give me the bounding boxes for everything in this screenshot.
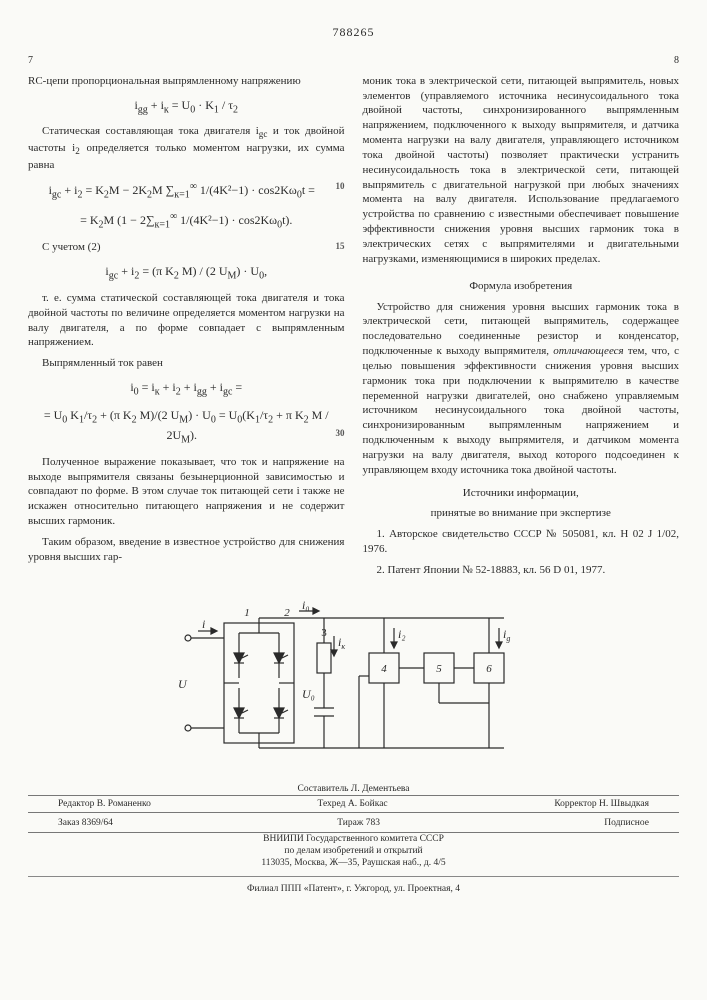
ref-1: 1. Авторское свидетельство СССР № 505081… [363, 527, 680, 557]
f4b-text: = U0 K1/τ2 + (π K2 M)/(2 UM) · U0 = U0(K… [44, 408, 329, 442]
lbl-1: 1 [244, 607, 250, 619]
p3-text: С учетом (2) [42, 241, 101, 253]
ref-2: 2. Патент Японии № 52-18883, кл. 56 D 01… [363, 563, 680, 578]
lbl-U: U [178, 677, 188, 691]
corrector: Корректор Н. Швыдкая [554, 798, 649, 810]
lbl-i0: i₀ [302, 598, 310, 612]
lbl-U0: U₀ [302, 687, 315, 701]
addr-1: 113035, Москва, Ж—35, Раушская наб., д. … [28, 857, 679, 869]
col-num-7: 7 [28, 54, 345, 68]
p-rc: RC-цепи пропорциональная выпрямленному н… [28, 74, 345, 89]
f2a-text: igc + i2 = K2M − 2K2M ∑к=1∞ 1/(4K²−1) · … [49, 183, 315, 197]
p-expr: Полученное выражение показывает, что ток… [28, 455, 345, 529]
patent-number: 788265 [28, 24, 679, 40]
formula-1: igg + iк = U0 · K1 / τ2 [28, 97, 345, 117]
column-right: 8 моник тока в электрической сети, питаю… [363, 54, 680, 584]
lbl-5: 5 [436, 663, 442, 675]
lbl-i: i [202, 617, 205, 631]
p-thus: Таким образом, введение в известное устр… [28, 535, 345, 565]
lbl-i2: i₂ [398, 627, 406, 641]
lbl-2: 2 [284, 607, 290, 619]
two-column-body: 7 RC-цепи пропорциональная выпрямленному… [28, 54, 679, 584]
formula-2a: igc + i2 = K2M − 2K2M ∑к=1∞ 1/(4K²−1) · … [28, 180, 345, 202]
formula-3: igc + i2 = (π K2 M) / (2 UM) · U0, [28, 263, 345, 283]
lbl-ig: ig [503, 627, 510, 643]
p-cont: моник тока в электрической сети, питающе… [363, 74, 680, 267]
refs-heading: Источники информации, [363, 486, 680, 501]
claims-heading: Формула изобретения [363, 279, 680, 294]
p-sum: т. е. сумма статической составляющей ток… [28, 291, 345, 350]
lbl-6: 6 [486, 663, 492, 675]
lbl-ik: iк [338, 635, 345, 651]
ln-30: 30 [336, 427, 345, 439]
org-line-2: по делам изобретений и открытий [28, 845, 679, 857]
refs-sub: принятые во внимание при экспертизе [363, 506, 680, 521]
editor: Редактор В. Романенко [58, 798, 151, 810]
tirazh: Тираж 783 [337, 817, 380, 829]
formula-2b: = K2M (1 − 2∑к=1∞ 1/(4K²−1) · cos2Kω0t). [28, 210, 345, 232]
compiler: Составитель Л. Дементьева [28, 783, 679, 795]
column-left: 7 RC-цепи пропорциональная выпрямленному… [28, 54, 345, 584]
p-rect-current: Выпрямленный ток равен [28, 356, 345, 371]
circuit-diagram: i i₀ iк i₂ ig U U₀ 1 2 3 4 5 6 [28, 598, 679, 773]
order-no: Заказ 8369/64 [58, 817, 113, 829]
ln-10: 10 [336, 180, 345, 192]
col-num-8: 8 [363, 54, 680, 68]
techred: Техред А. Бойкас [318, 798, 388, 810]
formula-4a: i0 = iк + i2 + igg + igc = [28, 379, 345, 399]
p-static: Статическая составляющая тока двигателя … [28, 124, 345, 172]
podpisnoe: Подписное [604, 817, 649, 829]
formula-4b: = U0 K1/τ2 + (π K2 M)/(2 UM) · U0 = U0(K… [28, 407, 345, 447]
ln-15: 15 [322, 240, 345, 252]
lbl-4: 4 [381, 663, 387, 675]
claim-1: Устройство для снижения уровня высших га… [363, 300, 680, 478]
p-uchет: С учетом (2) 15 [28, 240, 345, 255]
imprint-footer: Составитель Л. Дементьева Редактор В. Ро… [28, 783, 679, 895]
addr-2: Филиал ППП «Патент», г. Ужгород, ул. Про… [28, 883, 679, 895]
org-line-1: ВНИИПИ Государственного комитета СССР [28, 833, 679, 845]
lbl-3: 3 [321, 627, 327, 639]
